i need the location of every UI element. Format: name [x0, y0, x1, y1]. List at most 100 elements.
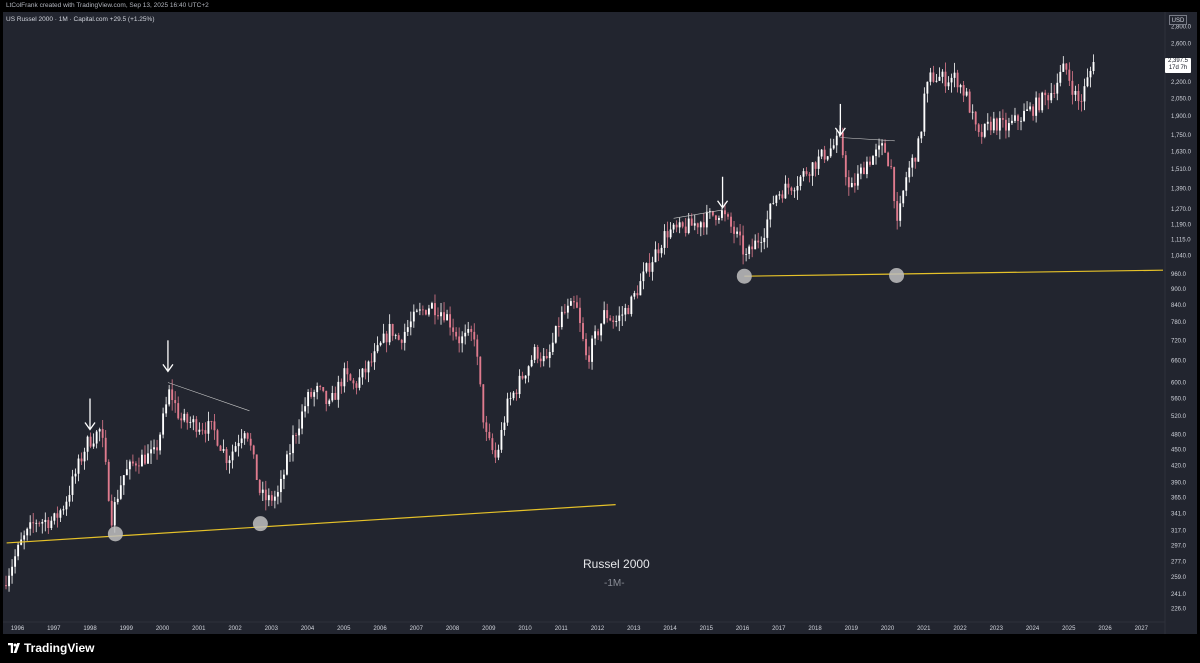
touch-marker — [736, 268, 752, 284]
candle-body — [506, 398, 509, 423]
candle-body — [283, 474, 285, 479]
candle-body — [573, 301, 575, 303]
candle-body — [168, 389, 171, 405]
candle-body — [222, 449, 225, 451]
y-tick-label: 600.0 — [1171, 381, 1187, 387]
candle-body — [645, 263, 648, 272]
candle-body — [334, 392, 337, 400]
candle-body — [760, 242, 763, 243]
candle-body — [856, 173, 859, 186]
candle-body — [826, 156, 829, 160]
candle-body — [125, 469, 128, 476]
down-arrow-icon — [162, 340, 174, 373]
price-chart[interactable]: 2,800.02,600.02,400.02,200.02,050.01,900… — [3, 12, 1197, 634]
candle-body — [594, 331, 597, 339]
candle-body — [802, 171, 805, 177]
candle-body — [730, 216, 732, 227]
x-tick-label: 2012 — [591, 626, 605, 632]
candle-body — [980, 132, 983, 137]
candle-body — [998, 118, 1001, 131]
candle-body — [781, 194, 784, 199]
candle-body — [554, 325, 557, 343]
candle-body — [301, 411, 303, 429]
candle-body — [509, 398, 512, 399]
x-tick-label: 2018 — [808, 626, 822, 632]
candle-body — [1050, 93, 1053, 101]
candle-body — [660, 247, 663, 254]
candle-body — [394, 335, 397, 337]
candle-body — [482, 384, 485, 423]
candle-body — [355, 383, 358, 388]
candle-body — [708, 210, 711, 212]
candle-body — [808, 174, 811, 176]
candle-body — [989, 121, 992, 131]
x-tick-label: 2021 — [917, 626, 931, 632]
candle-body — [887, 152, 890, 167]
x-tick-label: 2011 — [555, 626, 569, 632]
candle-body — [718, 217, 720, 221]
candle-body — [313, 392, 316, 397]
x-tick-label: 2022 — [953, 626, 967, 632]
candle-body — [890, 166, 893, 168]
candle-body — [929, 72, 932, 82]
candle-body — [820, 149, 823, 157]
candle-body — [551, 342, 554, 352]
candle-body — [893, 167, 896, 202]
x-tick-label: 2002 — [228, 626, 242, 632]
candle-body — [503, 422, 506, 430]
tradingview-brand[interactable]: TradingView — [24, 641, 95, 655]
candle-body — [388, 324, 391, 343]
candle-body — [711, 210, 714, 216]
candle-body — [452, 327, 455, 332]
candle-body — [962, 85, 965, 96]
candle-body — [872, 156, 874, 165]
candle-body — [702, 222, 705, 228]
candle-body — [926, 81, 929, 94]
candle-body — [1004, 119, 1007, 131]
candle-body — [485, 422, 488, 432]
x-tick-label: 2010 — [518, 626, 532, 632]
candle-body — [1038, 97, 1041, 111]
candle-body — [1065, 63, 1068, 70]
candle-body — [243, 433, 246, 439]
x-tick-label: 1996 — [11, 626, 25, 632]
candle-body — [295, 435, 297, 436]
candle-body — [841, 132, 844, 156]
candle-body — [796, 185, 799, 191]
candle-body — [286, 454, 288, 475]
candle-body — [618, 315, 621, 322]
chart-area[interactable]: 2,800.02,600.02,400.02,200.02,050.01,900… — [3, 12, 1197, 634]
y-tick-label: 365.0 — [1171, 496, 1187, 502]
candle-body — [636, 293, 639, 296]
candle-body — [657, 249, 660, 254]
candle-body — [488, 431, 491, 439]
candle-body — [14, 556, 17, 567]
candle-body — [71, 476, 74, 495]
y-tick-label: 560.0 — [1171, 397, 1187, 403]
candle-body — [766, 219, 769, 238]
candle-body — [1047, 95, 1050, 101]
x-tick-label: 2000 — [156, 626, 170, 632]
symbol-legend[interactable]: US Russel 2000 · 1M · Capital.com +29.5 … — [6, 16, 155, 23]
x-tick-label: 1999 — [120, 626, 134, 632]
y-tick-label: 780.0 — [1171, 320, 1187, 326]
candle-body — [859, 167, 862, 174]
candle-body — [449, 314, 452, 328]
x-tick-label: 2007 — [410, 626, 424, 632]
candle-body — [183, 413, 186, 421]
candle-body — [1032, 106, 1035, 116]
currency-badge[interactable]: USD — [1169, 15, 1187, 25]
candle-body — [373, 351, 376, 363]
y-tick-label: 2,800.0 — [1171, 24, 1192, 30]
candle-body — [669, 229, 672, 238]
candle-body — [47, 519, 50, 529]
candle-body — [279, 478, 282, 493]
candle-body — [721, 210, 723, 218]
candle-body — [461, 336, 464, 344]
candle-body — [992, 118, 995, 131]
tradingview-logo-icon[interactable] — [8, 643, 20, 653]
candle-body — [588, 355, 590, 362]
candle-body — [1068, 69, 1071, 81]
candle-body — [905, 177, 908, 191]
candle-body — [739, 231, 742, 236]
